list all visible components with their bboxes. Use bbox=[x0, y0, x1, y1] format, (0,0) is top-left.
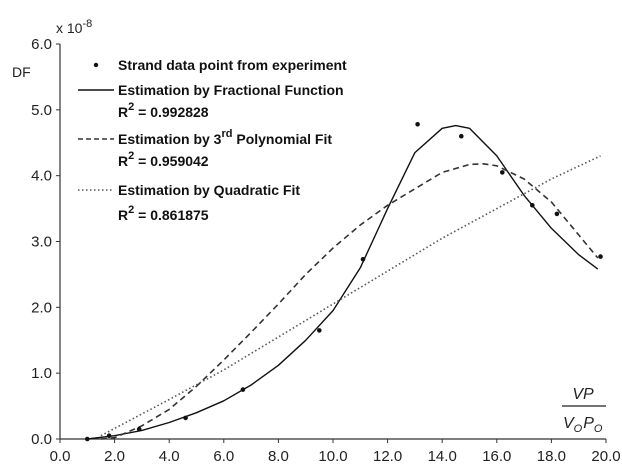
legend-label-polynomial-prefix: Estimation by 3 bbox=[118, 131, 222, 147]
x-tick-label: 14.0 bbox=[428, 448, 457, 465]
x-tick-label: 6.0 bbox=[213, 448, 234, 465]
experiment-data-point bbox=[240, 387, 246, 392]
legend-r2-quadratic: R2 = 0.861875 bbox=[118, 204, 209, 223]
y-tick-label: 4.0 bbox=[31, 168, 52, 185]
experiment-data-point bbox=[500, 170, 505, 175]
legend-r2-polynomial: R2 = 0.959042 bbox=[118, 150, 209, 169]
legend-r2-quadratic-value: = 0.861875 bbox=[134, 207, 209, 223]
x-tick-label: 20.0 bbox=[591, 448, 620, 465]
x-tick-label: 8.0 bbox=[268, 448, 289, 465]
y-multiplier-label: x 10-8 bbox=[56, 18, 92, 36]
y-tick-label: 3.0 bbox=[31, 234, 52, 251]
legend-label-data-point: Strand data point from experiment bbox=[118, 57, 347, 73]
experiment-data-point bbox=[415, 122, 420, 127]
x-axis-label: VP VOPO bbox=[562, 386, 606, 435]
experiment-data-point bbox=[530, 203, 535, 208]
x-axis-label-denominator-p: P bbox=[583, 415, 594, 432]
legend-r2-quadratic-letter: R bbox=[118, 207, 128, 223]
experiment-data-point bbox=[598, 254, 603, 259]
experiment-data-point bbox=[183, 415, 188, 421]
legend-r2-polynomial-exp: 2 bbox=[128, 150, 134, 162]
x-tick-label: 16.0 bbox=[482, 448, 511, 465]
legend-label-quadratic: Estimation by Quadratic Fit bbox=[118, 182, 300, 198]
y-tick-label: 2.0 bbox=[31, 299, 52, 316]
y-tick-label: 0.0 bbox=[31, 431, 52, 448]
legend-label-polynomial: Estimation by 3rd Polynomial Fit bbox=[118, 128, 332, 147]
experiment-data-point bbox=[360, 257, 366, 262]
x-axis-label-denominator-v: V bbox=[563, 415, 575, 432]
x-axis-label-denominator-sub1: O bbox=[574, 423, 583, 435]
x-axis-label-denominator: VOPO bbox=[563, 415, 603, 435]
y-tick-label: 6.0 bbox=[31, 36, 52, 53]
y-axis-label: DF bbox=[12, 64, 31, 80]
legend-r2-fractional-exp: 2 bbox=[128, 101, 134, 113]
fractional-function-line bbox=[87, 124, 599, 440]
y-tick-label: 5.0 bbox=[31, 102, 52, 119]
experiment-data-point bbox=[459, 133, 464, 139]
ticks-layer: 0.0 2.0 4.0 6.0 8.0 10.0 12.0 14.0 16.0 18.0 20.0 0… bbox=[31, 36, 620, 465]
legend: Strand data point from experiment Estima… bbox=[78, 57, 347, 223]
legend-r2-fractional-value: = 0.992828 bbox=[134, 104, 209, 120]
x-tick-label: 0.0 bbox=[50, 448, 71, 465]
legend-r2-fractional-letter: R bbox=[118, 104, 128, 120]
legend-r2-fractional: R2 = 0.992828 bbox=[118, 101, 209, 120]
legend-marker-data-point bbox=[93, 62, 99, 68]
x-tick-label: 2.0 bbox=[104, 448, 125, 465]
legend-r2-polynomial-value: = 0.959042 bbox=[134, 153, 209, 169]
x-tick-label: 10.0 bbox=[318, 448, 347, 465]
polynomial-fit-line bbox=[100, 163, 599, 440]
y-multiplier-exponent: -8 bbox=[82, 18, 92, 30]
y-multiplier-base: x 10 bbox=[56, 20, 83, 36]
experiment-data-point bbox=[136, 426, 142, 432]
legend-r2-polynomial-letter: R bbox=[118, 153, 128, 169]
experiment-data-point bbox=[85, 436, 90, 442]
x-tick-label: 4.0 bbox=[159, 448, 180, 465]
series-layer bbox=[85, 122, 603, 442]
legend-label-polynomial-sup: rd bbox=[221, 128, 232, 140]
experiment-data-point bbox=[317, 328, 322, 333]
x-tick-label: 12.0 bbox=[373, 448, 402, 465]
experiment-data-point bbox=[554, 211, 560, 217]
legend-label-fractional: Estimation by Fractional Function bbox=[118, 82, 344, 98]
experiment-data-point bbox=[106, 433, 112, 439]
legend-label-polynomial-suffix: Polynomial Fit bbox=[232, 131, 332, 147]
x-axis-label-numerator: VP bbox=[572, 386, 594, 403]
legend-r2-quadratic-exp: 2 bbox=[128, 204, 134, 216]
y-tick-label: 1.0 bbox=[31, 365, 52, 382]
x-tick-label: 18.0 bbox=[537, 448, 566, 465]
x-axis-label-denominator-sub2: O bbox=[594, 423, 603, 435]
quadratic-fit-line bbox=[100, 155, 601, 437]
